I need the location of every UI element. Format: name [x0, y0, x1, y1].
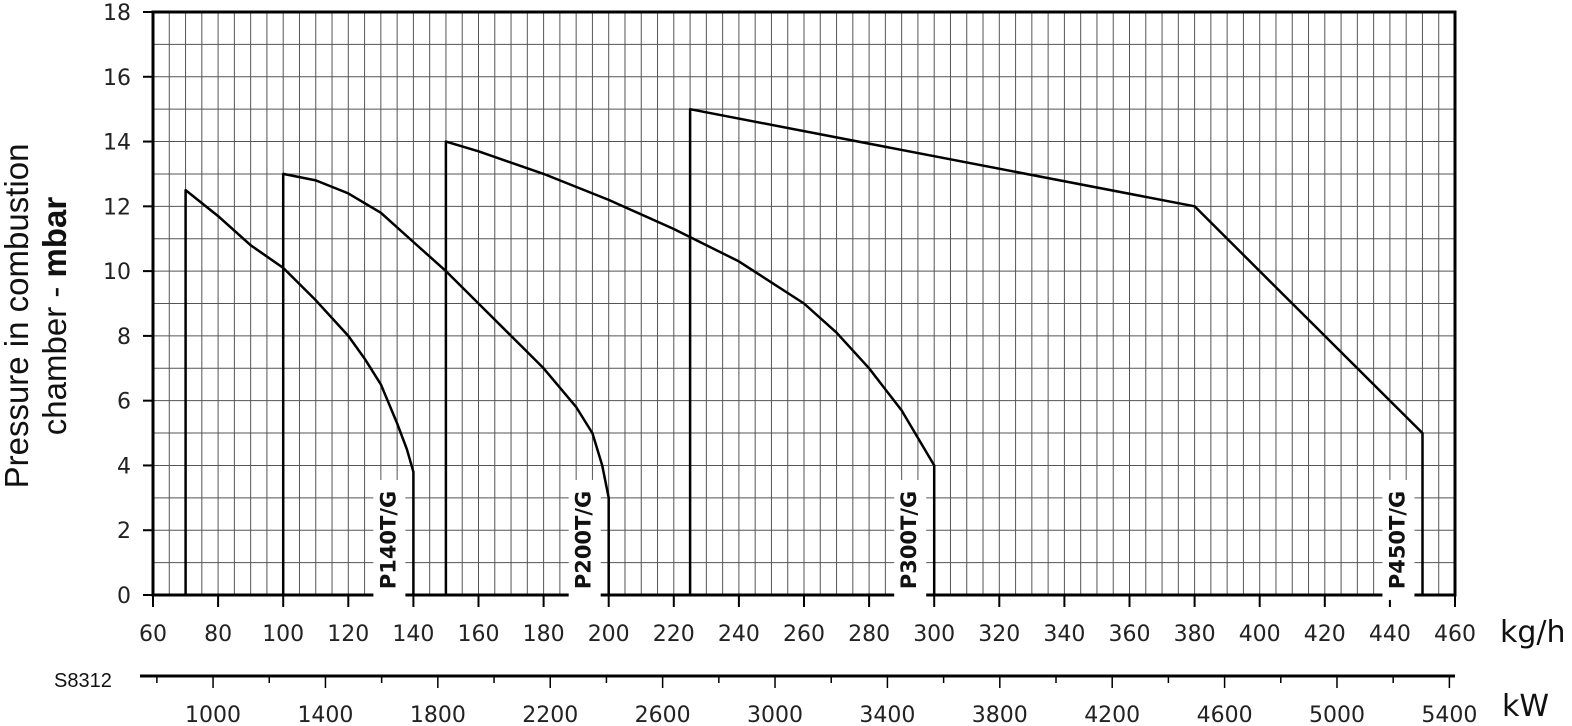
curve-p300t-g [444, 140, 936, 595]
curve-p450t-g [688, 107, 1424, 595]
y-tick-label: 6 [117, 390, 131, 415]
x-tick-label: 260 [783, 622, 825, 647]
curve-label: P300T/G [897, 491, 921, 589]
x-tick-label: 220 [653, 622, 695, 647]
y-tick-label: 2 [117, 519, 131, 544]
y-axis-title-unit: mbar [36, 197, 73, 278]
y-tick-label: 8 [117, 325, 131, 350]
x-tick-label: 420 [1304, 622, 1346, 647]
kw-tick-label: 2600 [635, 703, 691, 726]
x-tick-label: 380 [1174, 622, 1216, 647]
x-tick-label: 400 [1239, 622, 1281, 647]
curve-p140t-g [184, 188, 415, 595]
y-axis-title-prefix: chamber - [36, 277, 73, 435]
kw-tick-label: 3400 [859, 703, 915, 726]
x-tick-label: 180 [523, 622, 565, 647]
y-tick-label: 0 [117, 584, 131, 609]
kw-tick-label: 5000 [1309, 703, 1365, 726]
curve-label: P140T/G [376, 491, 400, 589]
x-tick-label: 80 [204, 622, 232, 647]
x-tick-label: 360 [1109, 622, 1151, 647]
grid [153, 12, 1455, 595]
kw-tick-label: 1400 [297, 703, 353, 726]
y-tick-label: 18 [103, 1, 131, 26]
y-tick-label: 4 [117, 454, 131, 479]
y-axis-title: Pressure in combustion chamber - mbar [0, 144, 73, 489]
kw-tick-label: 4200 [1084, 703, 1140, 726]
x-tick-label: 300 [913, 622, 955, 647]
curve-label-background [568, 479, 601, 600]
kw-tick-label: 3800 [972, 703, 1028, 726]
curve-labels: P140T/G P200T/G P300T/G P450T/G [373, 479, 1415, 600]
curve-label-background [894, 479, 927, 600]
kw-tick-label: 4600 [1197, 703, 1253, 726]
curve-label-background [373, 479, 406, 600]
y-tick-label: 10 [103, 260, 131, 285]
kw-tick-label: 5400 [1421, 703, 1477, 726]
y-tick-label: 16 [103, 66, 131, 91]
x-tick-label: 280 [848, 622, 890, 647]
x-tick-label: 140 [392, 622, 434, 647]
curve-label-background [1382, 479, 1415, 600]
x-axis-kw: 1000 1400 1800 2200 2600 3000 3400 3800 4200 4600… [140, 674, 1477, 726]
x-tick-label: 160 [458, 622, 500, 647]
curve-label: P450T/G [1385, 491, 1409, 589]
working-field-curves [184, 107, 1424, 595]
kw-tick-label: 2200 [522, 703, 578, 726]
y-tick-label: 14 [103, 131, 131, 156]
kw-tick-label: 1800 [410, 703, 466, 726]
x-tick-label: 440 [1369, 622, 1411, 647]
x-tick-label: 340 [1043, 622, 1085, 647]
x-tick-label: 60 [139, 622, 167, 647]
x-tick-label: 100 [262, 622, 304, 647]
y-axis-title-line2: chamber - mbar [36, 197, 73, 436]
y-axis-title-line1: Pressure in combustion [0, 144, 35, 489]
x-tick-label: 320 [978, 622, 1020, 647]
curve-p200t-g [281, 172, 610, 595]
x-tick-label: 240 [718, 622, 760, 647]
x-tick-label: 120 [327, 622, 369, 647]
x-unit-kgh: kg/h [1500, 615, 1566, 650]
curve-label: P200T/G [572, 491, 596, 589]
kw-tick-label: 3000 [747, 703, 803, 726]
kw-tick-label: 1000 [185, 703, 241, 726]
x-axis-kgh: 60 80 100 120 140 160 180 200 220 240 260 280 300 320… [139, 595, 1476, 647]
x-tick-label: 200 [588, 622, 630, 647]
x-unit-kw: kW [1502, 689, 1549, 724]
y-tick-label: 12 [103, 195, 131, 220]
x-tick-label: 460 [1434, 622, 1476, 647]
chart-code: S8312 [54, 670, 112, 692]
y-axis: 0 2 4 6 8 10 12 14 16 18 [103, 1, 153, 609]
